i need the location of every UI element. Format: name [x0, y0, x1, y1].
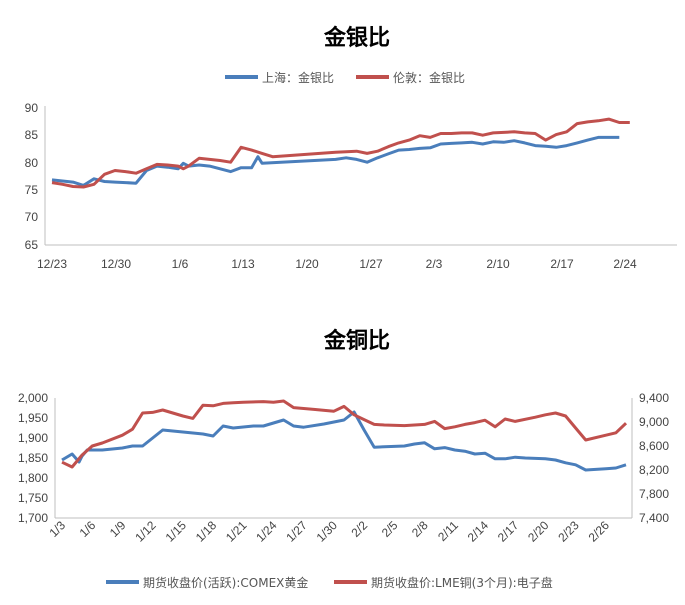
chart2-ytick-right: 9,000: [639, 415, 669, 429]
chart2-ytick-left: 2,000: [18, 391, 48, 405]
chart2-xtick: 1/9: [107, 518, 129, 540]
chart1-ytick: 90: [25, 101, 39, 115]
chart2-legend-label-copper: 期货收盘价:LME铜(3个月):电子盘: [371, 575, 553, 590]
chart2-xtick: 2/2: [349, 518, 371, 540]
chart2-xtick: 1/30: [314, 518, 341, 545]
chart1-xtick: 2/17: [550, 257, 574, 271]
chart2-series-line-comex-gold: [61, 410, 627, 472]
chart-gold-copper: 金铜比 2,000 1,950 1,900 1,850 1,800 1,750 …: [18, 328, 669, 590]
chart1-legend: 上海：金银比 伦敦：金银比: [225, 70, 465, 85]
chart2-xtick: 1/15: [163, 518, 190, 545]
chart1-legend-label-shanghai: 上海：金银比: [262, 70, 334, 85]
chart1-series-line-shanghai: [51, 135, 620, 187]
chart2-ytick-right: 7,400: [639, 511, 669, 525]
chart2-xtick: 1/27: [283, 518, 310, 545]
chart1-title: 金银比: [323, 25, 390, 51]
chart2-title: 金铜比: [323, 328, 390, 354]
chart2-ytick-left: 1,850: [18, 451, 48, 465]
chart2-ytick-left: 1,950: [18, 411, 48, 425]
chart2-xtick: 2/14: [465, 518, 492, 545]
chart2-xtick: 2/8: [409, 518, 431, 540]
chart1-legend-label-london: 伦敦：金银比: [393, 70, 465, 85]
chart1-ytick: 70: [25, 210, 39, 224]
chart2-x-ticks: 1/3 1/6 1/9 1/12 1/15 1/18 1/21 1/24 1/27 1/30 2/2…: [46, 518, 612, 545]
chart2-ytick-right: 9,400: [639, 391, 669, 405]
chart1-xtick: 1/13: [231, 257, 255, 271]
chart2-legend-label-gold: 期货收盘价(活跃):COMEX黄金: [143, 575, 308, 590]
chart2-ytick-left: 1,900: [18, 431, 48, 445]
chart2-ytick-right: 8,200: [639, 463, 669, 477]
chart1-series-line-london: [51, 117, 630, 189]
chart1-xtick: 2/24: [613, 257, 637, 271]
chart2-xtick: 1/24: [253, 518, 280, 545]
chart2-xtick: 2/20: [525, 518, 552, 545]
chart2-ytick-left: 1,700: [18, 511, 48, 525]
chart1-ytick: 85: [25, 128, 39, 142]
chart1-xtick: 12/30: [101, 257, 131, 271]
chart2-xtick: 2/26: [586, 518, 613, 545]
chart1-xtick: 1/27: [359, 257, 383, 271]
chart2-ytick-right: 8,600: [639, 439, 669, 453]
chart2-xtick: 1/6: [77, 518, 99, 540]
chart2-xtick: 2/11: [435, 518, 461, 544]
chart2-ytick-right: 7,800: [639, 487, 669, 501]
chart2-xtick: 2/17: [495, 518, 522, 545]
chart1-x-ticks: 12/23 12/30 1/6 1/13 1/20 1/27 2/3 2/10 …: [37, 257, 637, 271]
chart2-legend: 期货收盘价(活跃):COMEX黄金 期货收盘价:LME铜(3个月):电子盘: [106, 575, 553, 590]
chart2-ytick-left: 1,800: [18, 471, 48, 485]
chart2-xtick: 2/5: [379, 518, 401, 540]
chart1-ytick: 75: [25, 183, 39, 197]
chart1-ytick: 65: [25, 238, 39, 252]
chart2-ytick-left: 1,750: [18, 491, 48, 505]
chart2-series-line-lme-copper: [61, 399, 628, 469]
chart-gold-silver: 金银比 上海：金银比 伦敦：金银比 90 85 80 75 70 65 12/2…: [25, 25, 677, 271]
chart1-y-ticks: 90 85 80 75 70 65: [25, 101, 39, 252]
chart1-xtick: 1/6: [172, 257, 189, 271]
chart2-xtick: 1/12: [132, 518, 159, 545]
chart2-y-left-ticks: 2,000 1,950 1,900 1,850 1,800 1,750 1,70…: [18, 391, 48, 525]
chart2-xtick: 1/21: [223, 518, 250, 545]
chart2-xtick: 1/18: [193, 518, 220, 545]
chart2-y-right-ticks: 9,400 9,000 8,600 8,200 7,800 7,400: [639, 391, 669, 525]
chart1-xtick: 2/3: [426, 257, 443, 271]
chart2-xtick: 2/23: [555, 518, 582, 545]
chart1-xtick: 1/20: [295, 257, 319, 271]
chart1-xtick: 2/10: [486, 257, 510, 271]
chart1-ytick: 80: [25, 156, 39, 170]
chart1-xtick: 12/23: [37, 257, 67, 271]
chart2-xtick: 1/3: [46, 518, 68, 540]
